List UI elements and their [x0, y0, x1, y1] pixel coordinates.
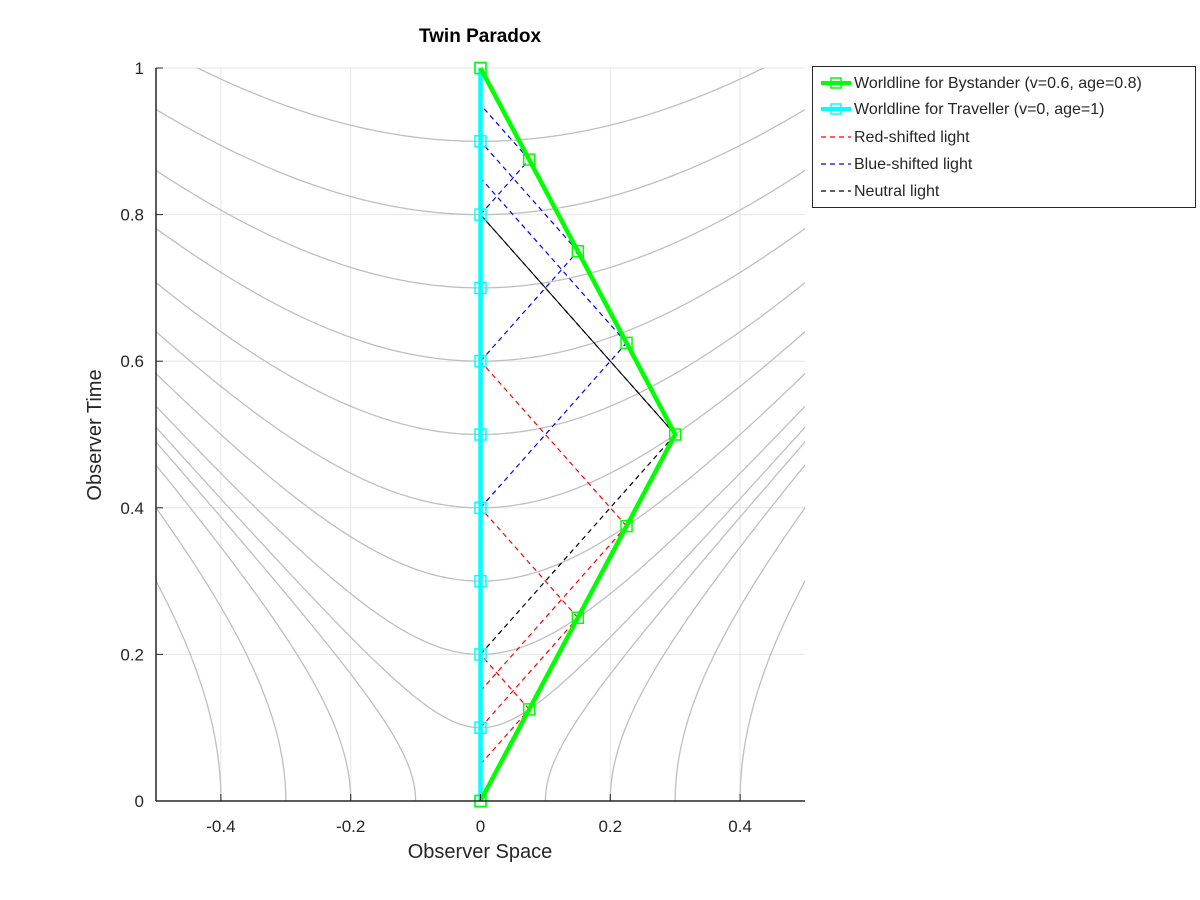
- legend-swatch-neutral-light: [821, 190, 851, 192]
- spacelike-hyperbola: [156, 464, 352, 801]
- legend-label-blue-light: Blue-shifted light: [854, 156, 973, 173]
- y-tick-label: 0.6: [120, 352, 144, 371]
- spacelike-hyperbola: [156, 506, 287, 801]
- x-tick-label: 0.2: [598, 817, 622, 836]
- x-axis-label: Observer Space: [408, 841, 553, 863]
- spacelike-hyperbola: [739, 579, 805, 801]
- traveller-worldline-marker: [474, 208, 487, 221]
- legend-label-bystander: Worldline for Bystander (v=0.6, age=0.8): [854, 75, 1142, 92]
- traveller-worldline-marker: [474, 501, 487, 515]
- neutral-light-ray: [480, 214, 676, 435]
- x-tick-label: -0.2: [336, 817, 365, 836]
- y-axis-label: Observer Time: [84, 369, 106, 500]
- bystander-worldline-marker: [571, 245, 585, 258]
- bystander-worldline-marker: [474, 61, 487, 75]
- blue-shifted-light-ray: [480, 140, 579, 252]
- bystander-worldline-marker: [571, 611, 585, 624]
- legend: Worldline for Bystander (v=0.6, age=0.8)…: [812, 66, 1196, 208]
- traveller-worldline-marker: [474, 428, 487, 441]
- legend-entry-blue-light: Blue-shifted light: [813, 152, 1195, 176]
- bystander-worldline-marker: [522, 703, 536, 716]
- spacelike-hyperbola: [609, 464, 805, 801]
- legend-label-traveller: Worldline for Traveller (v=0, age=1): [854, 101, 1105, 118]
- blue-shifted-light-ray: [480, 177, 627, 344]
- spacelike-hyperbola: [674, 506, 805, 801]
- y-tick-label: 0: [135, 792, 144, 811]
- legend-swatch-bystander: [821, 77, 851, 89]
- traveller-worldline-marker: [474, 281, 487, 295]
- spacelike-hyperbola: [156, 440, 417, 801]
- spacelike-hyperbola: [156, 579, 222, 801]
- bystander-worldline: [478, 66, 678, 803]
- y-tick-label: 0.4: [120, 499, 144, 518]
- legend-swatch-traveller: [821, 103, 851, 115]
- red-shifted-light-ray: [480, 654, 530, 710]
- legend-entry-neutral-light: Neutral light: [813, 179, 1195, 203]
- traveller-worldline-marker: [474, 574, 487, 588]
- x-tick-label: -0.4: [206, 817, 235, 836]
- x-tick-label: 0: [476, 817, 485, 836]
- legend-label-neutral-light: Neutral light: [854, 183, 940, 200]
- legend-entry-red-light: Red-shifted light: [813, 125, 1195, 149]
- y-tick-label: 0.2: [120, 645, 144, 664]
- bystander-worldline-marker: [620, 519, 633, 533]
- bystander-worldline-marker: [620, 336, 633, 350]
- neutral-light-ray: [480, 434, 676, 655]
- chart-title: Twin Paradox: [419, 26, 542, 47]
- bystander-worldline-marker: [522, 153, 536, 166]
- legend-swatch-red-light: [821, 136, 851, 138]
- blue-shifted-light-ray: [480, 104, 530, 161]
- red-shifted-light-ray: [480, 525, 627, 692]
- red-shifted-light-ray: [480, 708, 530, 765]
- traveller-worldline-marker: [474, 721, 487, 734]
- y-tick-label: 0.8: [120, 206, 144, 225]
- legend-entry-traveller: Worldline for Traveller (v=0, age=1): [813, 97, 1195, 121]
- traveller-worldline-marker: [474, 648, 487, 661]
- blue-shifted-light-ray: [480, 159, 530, 215]
- legend-label-red-light: Red-shifted light: [854, 129, 970, 146]
- red-shifted-light-ray: [480, 617, 579, 729]
- blue-shifted-light-ray: [480, 250, 579, 362]
- y-tick-label: 1: [135, 59, 144, 78]
- traveller-worldline-marker: [474, 135, 487, 148]
- legend-swatch-blue-light: [821, 163, 851, 165]
- traveller-worldline-marker: [474, 354, 487, 368]
- spacelike-hyperbola: [544, 440, 805, 801]
- x-tick-label: 0.4: [728, 817, 752, 836]
- red-shifted-light-ray: [480, 507, 579, 619]
- bystander-worldline-marker: [668, 428, 682, 441]
- legend-entry-bystander: Worldline for Bystander (v=0.6, age=0.8): [813, 71, 1195, 95]
- red-shifted-light-ray: [480, 360, 627, 527]
- blue-shifted-light-ray: [480, 342, 627, 509]
